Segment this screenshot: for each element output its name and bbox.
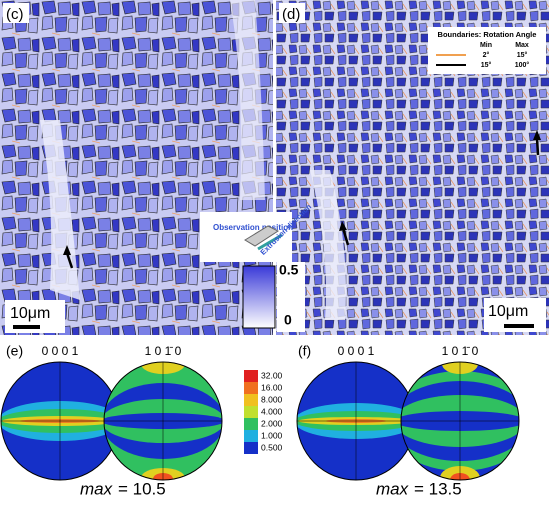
- max-value: = 10.5: [118, 479, 166, 498]
- bar-top-label: 0.5: [279, 262, 299, 278]
- legend-value: 16.00: [261, 382, 283, 392]
- panel-label: (d): [282, 6, 300, 23]
- scale-bar-label: 10μm: [10, 305, 50, 322]
- bar-bottom-label: 0: [284, 312, 292, 328]
- legend-value: 2.000: [261, 418, 283, 428]
- label-bg: [279, 3, 305, 23]
- plane-label: 1 0 1̄ 0: [145, 344, 182, 358]
- legend-max: 15°: [517, 51, 528, 59]
- legend-swatch: [244, 418, 258, 430]
- inset-observation: Observation position: [213, 223, 293, 232]
- band: [230, 0, 265, 200]
- misorientation-bar: [242, 265, 276, 329]
- legend-value: 1.000: [261, 430, 283, 440]
- legend-header: Max: [515, 42, 529, 49]
- panel-label: (e): [6, 343, 23, 359]
- arrow: [65, 252, 74, 269]
- legend-min: 2°: [483, 51, 490, 59]
- micrograph-c: [0, 0, 273, 335]
- max-label: max: [80, 479, 113, 498]
- legend-swatch: [244, 370, 258, 382]
- band: [310, 170, 346, 320]
- arrow: [535, 137, 540, 156]
- scale-bar: [13, 325, 40, 329]
- sample-icon: [244, 225, 280, 247]
- arrowhead: [533, 130, 541, 140]
- label-bg: [3, 3, 29, 23]
- contour: [450, 473, 470, 480]
- bar-label-bg: [277, 262, 305, 332]
- panel-label: (f): [298, 343, 311, 359]
- legend-value: 8.000: [261, 394, 283, 404]
- scale-bar: [504, 324, 534, 328]
- extrusion-arrow: [257, 233, 283, 251]
- legend-swatch: [244, 406, 258, 418]
- legend-value: 4.000: [261, 406, 283, 416]
- arrowhead: [63, 245, 71, 255]
- max-value: = 13.5: [414, 479, 462, 498]
- plane-label: 1 0 1̄ 0: [442, 344, 479, 358]
- scale-bar-label: 10μm: [488, 303, 528, 320]
- plane-label: 0 0 0 1: [338, 344, 375, 358]
- panel-label: (c): [6, 6, 24, 23]
- arrowhead: [339, 221, 347, 231]
- legend-min: 15°: [481, 61, 492, 69]
- legend-swatch: [244, 442, 258, 454]
- legend-value: 0.500: [261, 442, 283, 452]
- legend-swatch: [244, 382, 258, 394]
- plane-label: 0 0 0 1: [42, 344, 79, 358]
- legend-header: Min: [480, 42, 492, 49]
- legend-max: 100°: [515, 61, 530, 69]
- intensity-legend: [244, 370, 258, 454]
- max-label: max: [376, 479, 409, 498]
- arrow: [341, 227, 350, 246]
- legend-bg: [428, 27, 546, 74]
- legend-swatch: [244, 394, 258, 406]
- legend-swatch: [244, 430, 258, 442]
- legend-value: 32.00: [261, 370, 283, 380]
- legend-title: Boundaries: Rotation Angle: [438, 30, 537, 39]
